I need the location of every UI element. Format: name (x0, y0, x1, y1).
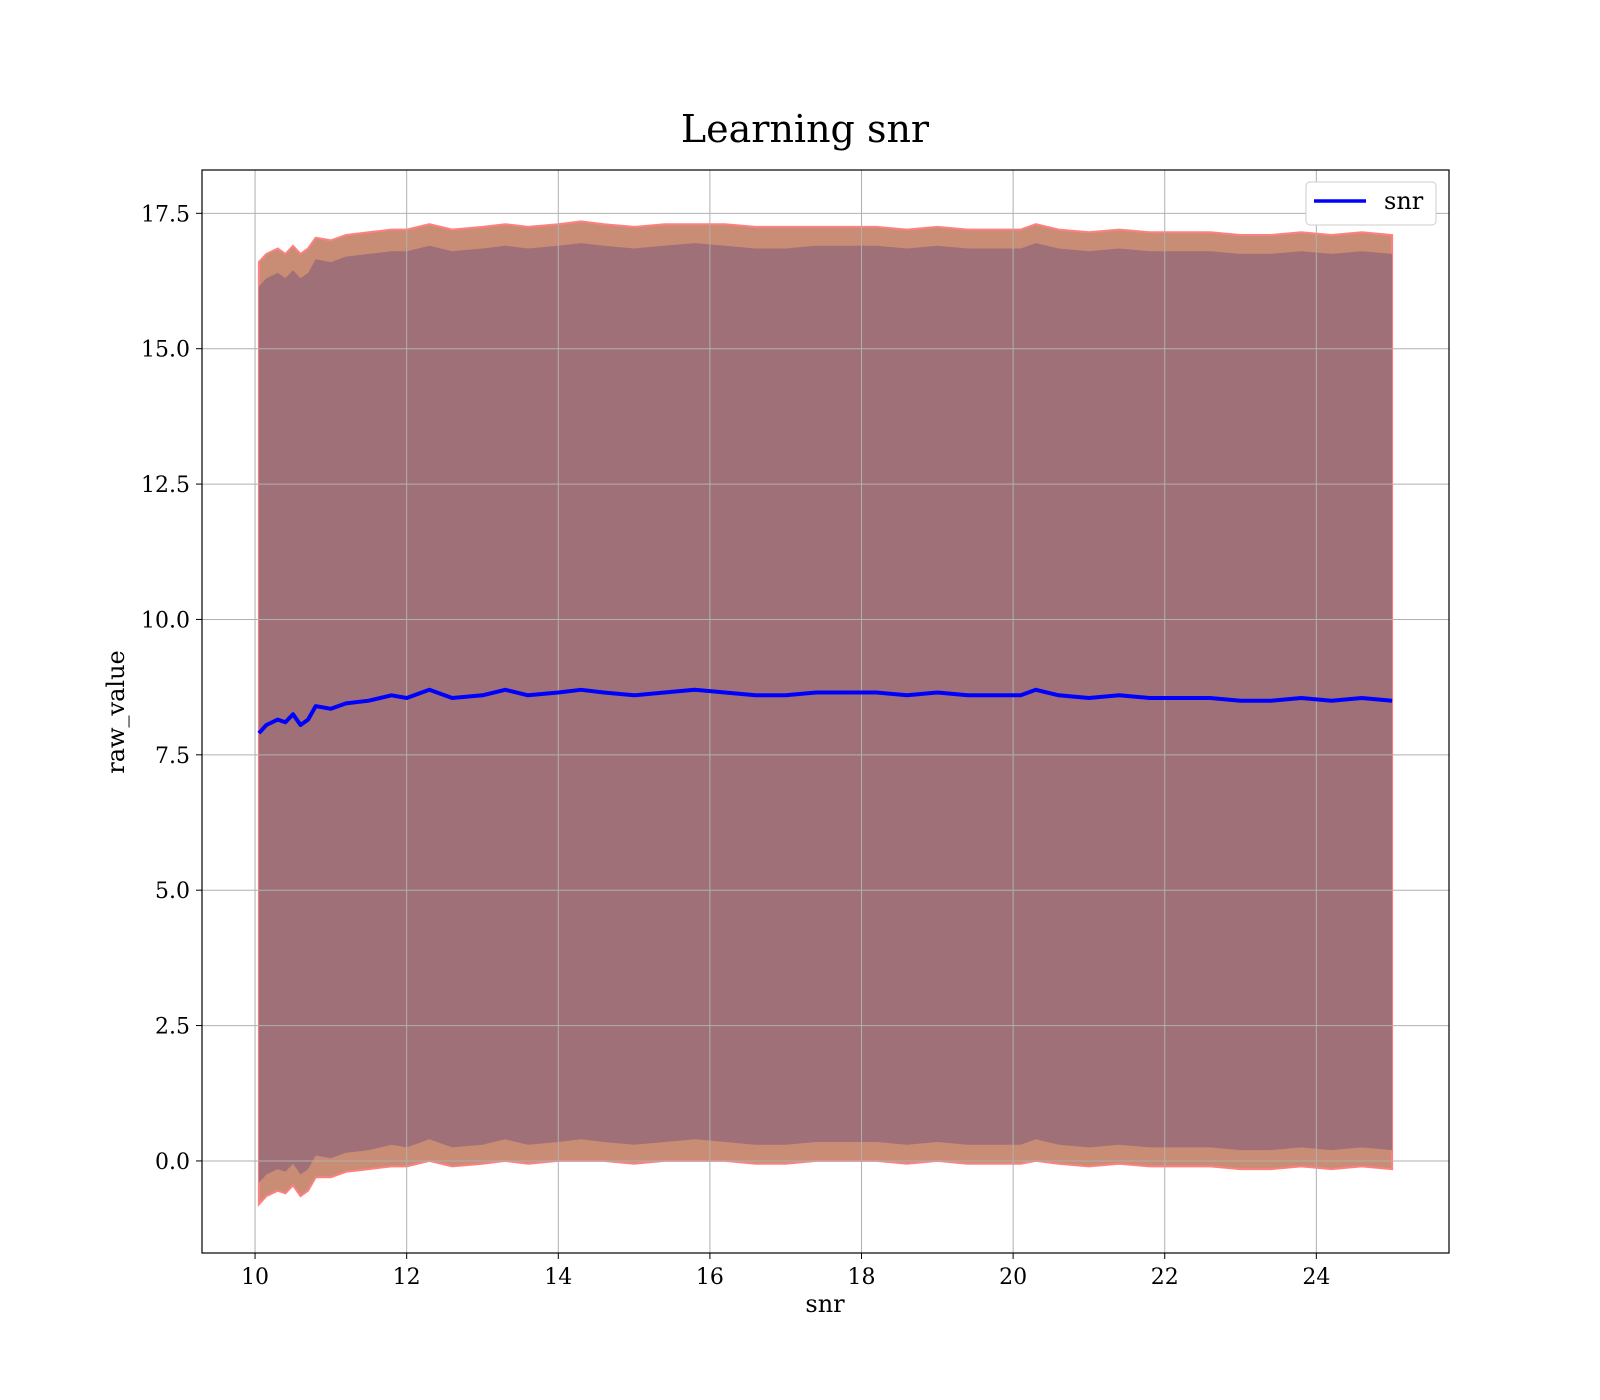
x-tick-label-2: 14 (544, 1265, 572, 1290)
legend-box (1305, 181, 1437, 226)
x-axis-label: snr (805, 1290, 845, 1318)
y-tick-label-1: 2.5 (155, 1015, 190, 1040)
axes-frame (201, 169, 1450, 1254)
legend-label-snr: snr (1384, 187, 1424, 215)
y-axis-ticks: 0.0 2.5 5.0 7.5 10.0 12.5 15.0 17.5 (141, 202, 202, 1175)
confidence-bands (257, 220, 1394, 1207)
x-tick-label-4: 18 (848, 1265, 876, 1290)
inner-band (258, 243, 1393, 1183)
plot-area (201, 169, 1450, 1254)
y-tick-label-3: 7.5 (155, 744, 190, 769)
x-tick-label-1: 12 (393, 1265, 421, 1290)
y-tick-label-6: 15.0 (141, 338, 190, 363)
series-lines (257, 687, 1393, 735)
series-line-snr (257, 687, 1393, 735)
x-tick-label-5: 20 (999, 1265, 1027, 1290)
y-tick-label-5: 12.5 (141, 473, 190, 498)
y-tick-label-0: 0.0 (155, 1150, 190, 1175)
legend: snr (1305, 181, 1437, 226)
x-tick-label-0: 10 (241, 1265, 269, 1290)
x-tick-label-7: 24 (1302, 1265, 1330, 1290)
chart-title: Learning snr (681, 107, 930, 151)
y-tick-label-4: 10.0 (141, 608, 190, 633)
y-tick-label-7: 17.5 (141, 202, 190, 227)
x-axis-ticks: 10 12 14 16 18 20 22 24 (241, 1253, 1330, 1290)
y-axis-label: raw_value (102, 650, 130, 774)
x-tick-label-3: 16 (696, 1265, 724, 1290)
x-tick-label-6: 22 (1151, 1265, 1179, 1290)
y-tick-label-2: 5.0 (155, 879, 190, 904)
grid-lines (202, 170, 1449, 1253)
